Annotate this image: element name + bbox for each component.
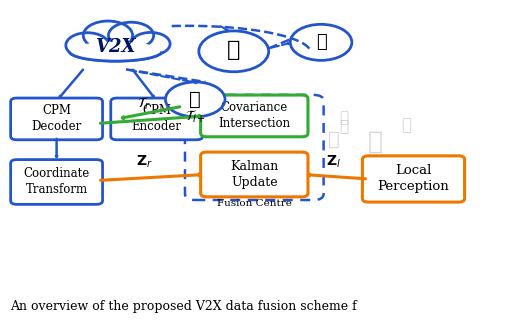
Circle shape <box>199 31 269 72</box>
Text: Local
Perception: Local Perception <box>378 164 450 193</box>
FancyBboxPatch shape <box>10 160 103 204</box>
Text: $\mathcal{T}_{l+}$: $\mathcal{T}_{l+}$ <box>185 109 206 125</box>
FancyBboxPatch shape <box>201 95 308 137</box>
Text: 📸: 📸 <box>340 110 349 125</box>
Text: CPM
Decoder: CPM Decoder <box>31 104 82 133</box>
Ellipse shape <box>71 42 160 60</box>
Text: An overview of the proposed V2X data fusion scheme f: An overview of the proposed V2X data fus… <box>10 300 357 313</box>
Ellipse shape <box>69 42 162 61</box>
Text: 📷: 📷 <box>340 119 349 134</box>
Circle shape <box>290 24 352 60</box>
Text: CPM
Encoder: CPM Encoder <box>132 104 182 133</box>
Text: 🚗: 🚗 <box>315 33 326 51</box>
Text: Coordinate
Transform: Coordinate Transform <box>24 168 90 196</box>
Text: 📡: 📡 <box>189 90 201 109</box>
FancyBboxPatch shape <box>363 156 465 202</box>
Text: $\mathbf{Z}_r$: $\mathbf{Z}_r$ <box>136 153 152 170</box>
Circle shape <box>83 21 133 50</box>
Text: 📷: 📷 <box>227 40 241 60</box>
Text: 🚗: 🚗 <box>367 129 383 153</box>
Circle shape <box>166 82 225 117</box>
Circle shape <box>131 32 170 55</box>
Text: Covariance
Intersection: Covariance Intersection <box>218 101 290 130</box>
Text: V2X: V2X <box>95 38 136 56</box>
Circle shape <box>66 33 109 58</box>
FancyBboxPatch shape <box>10 98 103 140</box>
Text: 👁: 👁 <box>401 116 411 134</box>
Text: Kalman
Update: Kalman Update <box>230 160 278 189</box>
Text: $\mathbf{Z}_l$: $\mathbf{Z}_l$ <box>326 153 341 170</box>
Circle shape <box>108 22 154 49</box>
FancyBboxPatch shape <box>111 98 203 140</box>
FancyBboxPatch shape <box>201 152 308 197</box>
Text: Fusion Centre: Fusion Centre <box>217 199 292 209</box>
Text: 🎯: 🎯 <box>328 130 340 149</box>
Text: $\mathcal{T}_r$: $\mathcal{T}_r$ <box>137 96 151 112</box>
